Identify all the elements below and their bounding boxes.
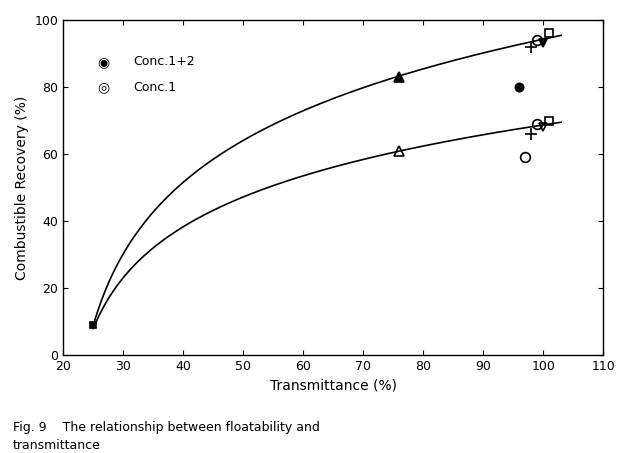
Text: ◎: ◎ xyxy=(98,80,110,94)
Text: Fig. 9    The relationship between floatability and: Fig. 9 The relationship between floatabi… xyxy=(13,421,319,434)
Text: ◉: ◉ xyxy=(98,55,110,69)
X-axis label: Transmittance (%): Transmittance (%) xyxy=(270,379,397,393)
Text: transmittance: transmittance xyxy=(13,439,100,453)
Text: Conc.1+2: Conc.1+2 xyxy=(134,55,195,68)
Text: Conc.1: Conc.1 xyxy=(134,81,176,94)
Y-axis label: Combustible Recovery (%): Combustible Recovery (%) xyxy=(15,96,29,280)
